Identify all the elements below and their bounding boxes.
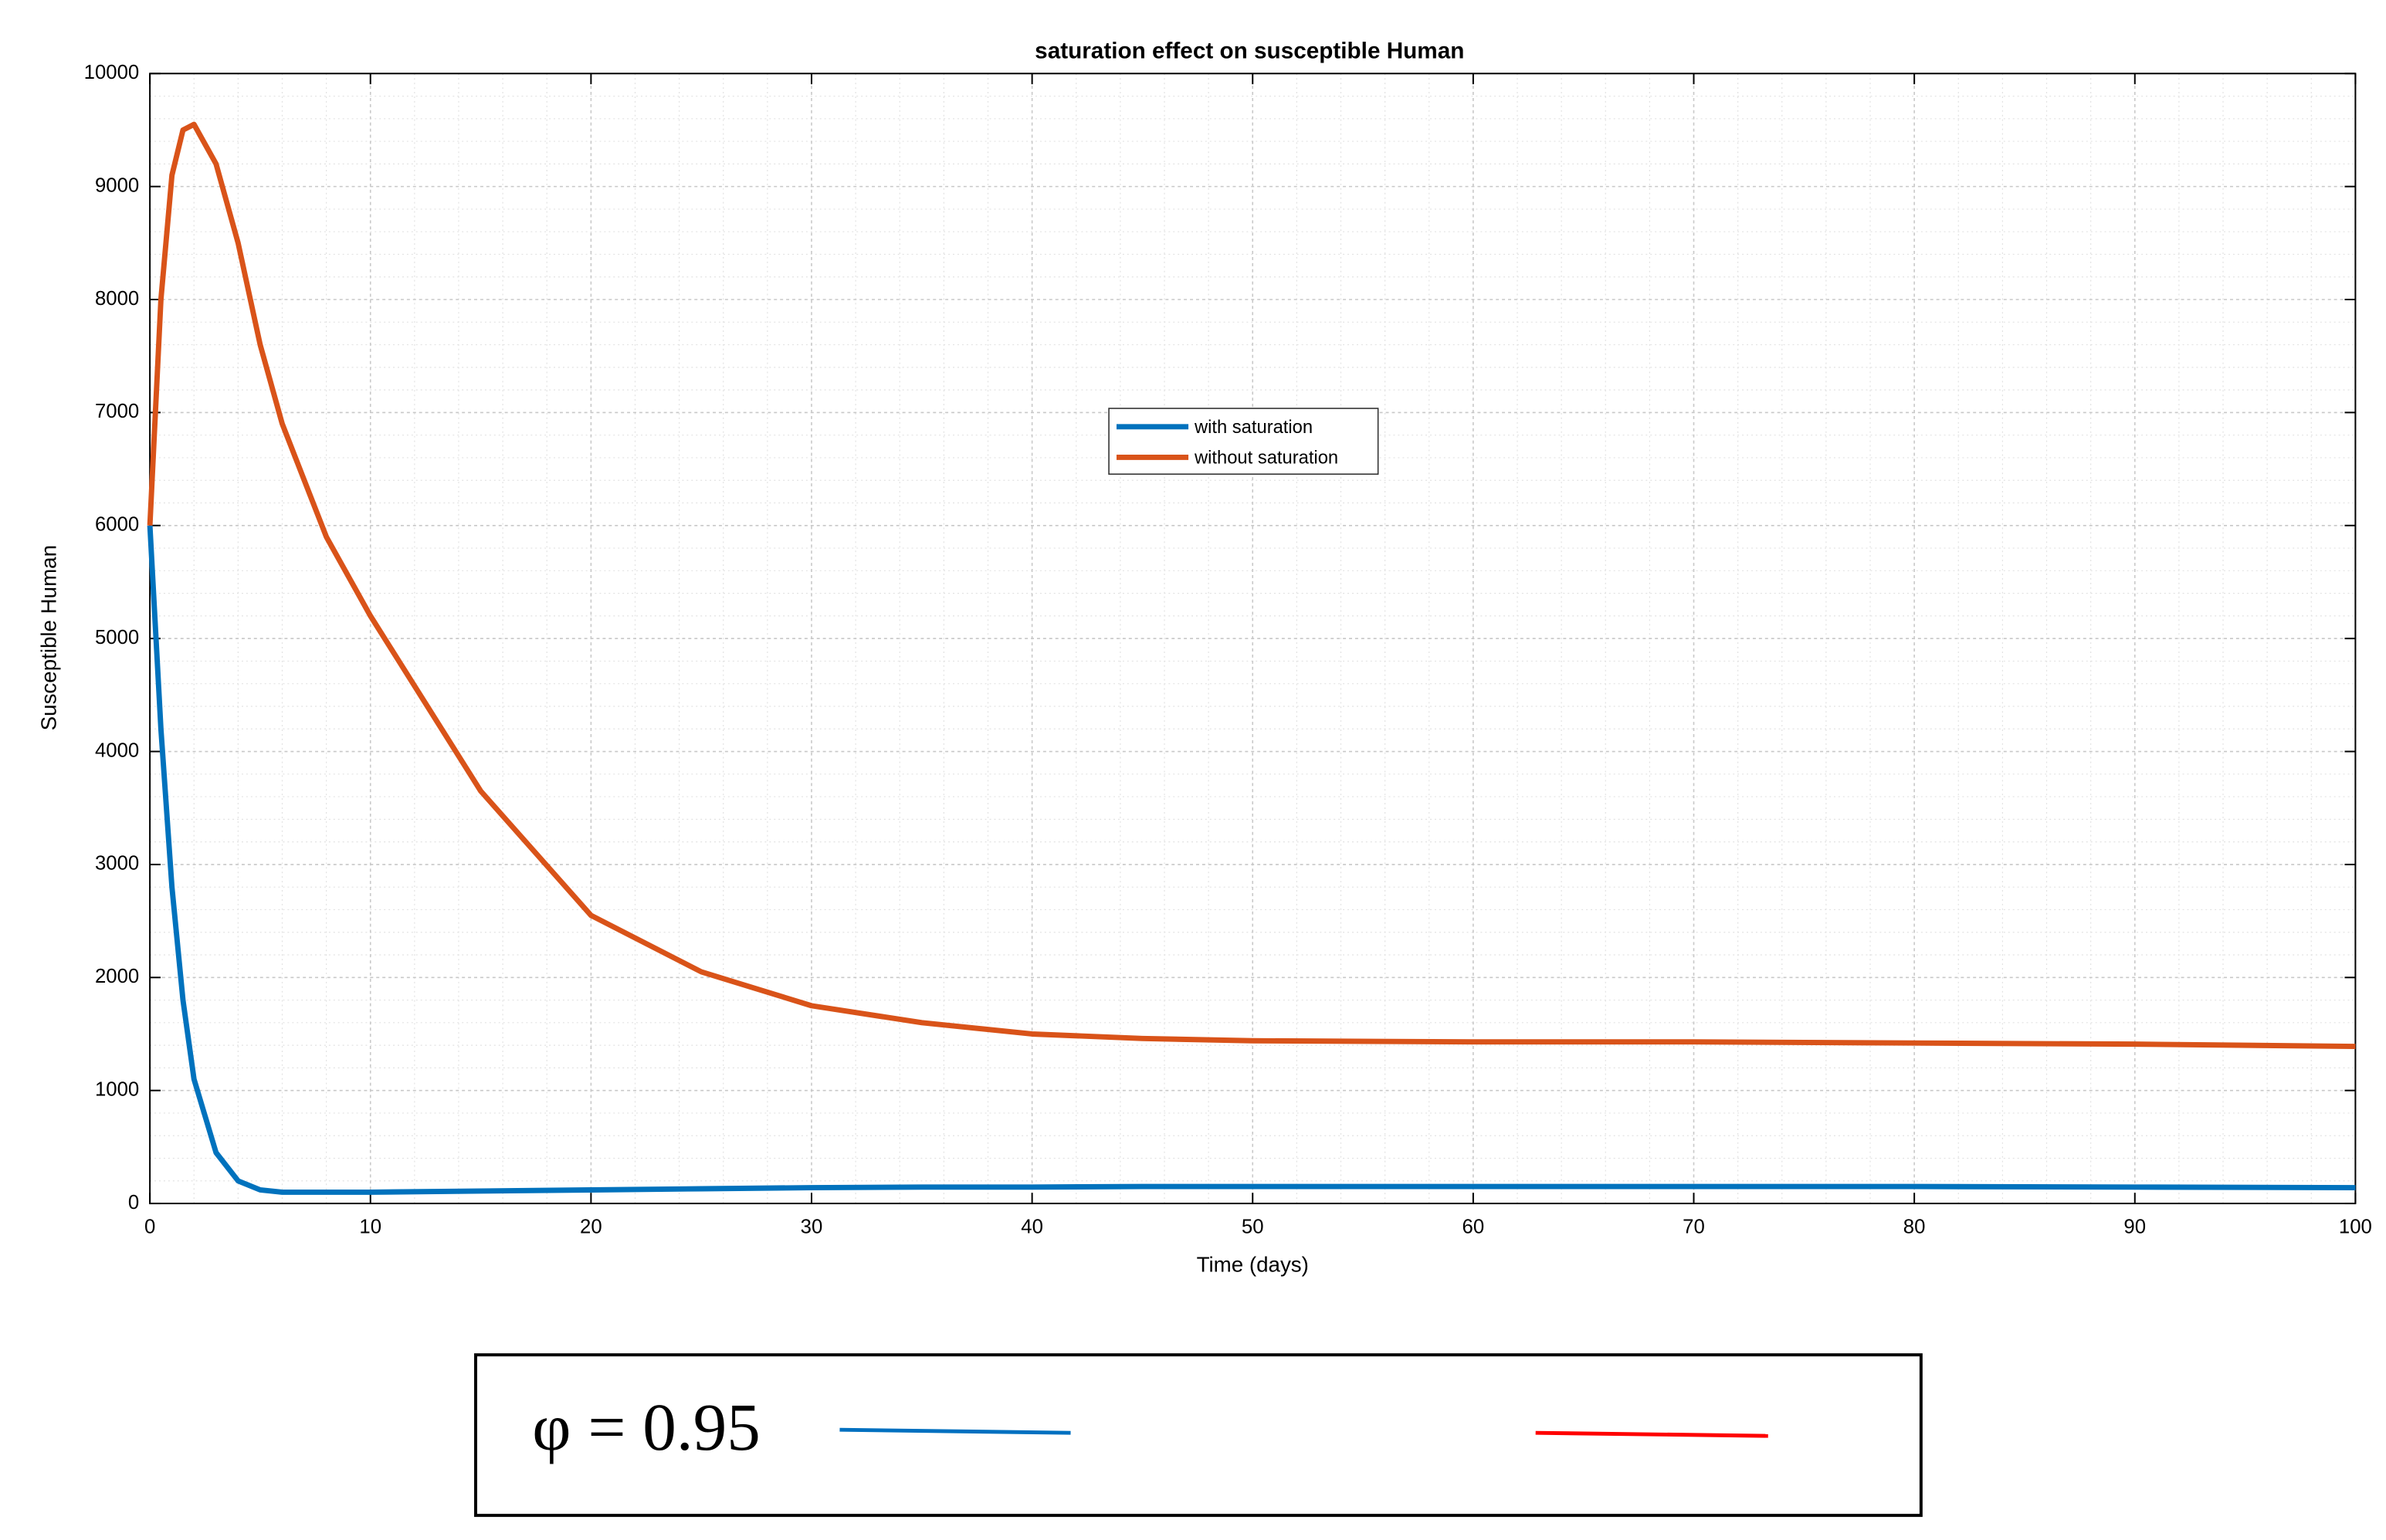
legend: with saturation without saturation xyxy=(1108,408,1379,476)
annotation: φ = 0.95 xyxy=(532,1389,761,1464)
legend-box xyxy=(1108,408,1379,476)
y-tick-label: 0 xyxy=(128,1192,139,1213)
annotation-key-red xyxy=(1535,1430,1768,1438)
y-tick-label: 8000 xyxy=(95,288,139,310)
y-tick-label: 5000 xyxy=(95,627,139,648)
annotation-box xyxy=(474,1353,1923,1518)
x-axis-label: Time (days) xyxy=(1197,1253,1309,1277)
y-tick-label: 6000 xyxy=(95,514,139,536)
x-tick-label: 90 xyxy=(2123,1217,2146,1238)
y-tick-label: 7000 xyxy=(95,401,139,422)
y-tick-label: 4000 xyxy=(95,740,139,761)
y-tick-label: 1000 xyxy=(95,1078,139,1100)
axes-frame xyxy=(149,73,2357,1205)
chart-title: saturation effect on susceptible Human xyxy=(1035,38,1464,63)
annotation-key-blue xyxy=(839,1427,1071,1435)
x-tick-label: 40 xyxy=(1021,1217,1043,1238)
legend-label: with saturation xyxy=(1194,417,1313,438)
y-tick-label: 9000 xyxy=(95,174,139,196)
series-line xyxy=(147,525,2356,1195)
legend-label: without saturation xyxy=(1194,448,1338,469)
y-tick-label: 10000 xyxy=(84,62,140,83)
x-tick-label: 20 xyxy=(580,1217,602,1238)
y-tick-label: 2000 xyxy=(95,966,139,987)
x-tick-label: 0 xyxy=(144,1217,155,1238)
series-line xyxy=(147,121,2356,1050)
x-tick-label: 100 xyxy=(2339,1217,2372,1238)
x-tick-label: 70 xyxy=(1683,1217,1705,1238)
x-tick-label: 30 xyxy=(801,1217,823,1238)
x-tick-label: 10 xyxy=(359,1217,381,1238)
x-tick-label: 50 xyxy=(1242,1217,1264,1238)
y-axis-label: Susceptible Human xyxy=(37,545,61,730)
x-tick-label: 60 xyxy=(1462,1217,1485,1238)
y-tick-label: 3000 xyxy=(95,853,139,875)
x-tick-label: 80 xyxy=(1903,1217,1926,1238)
